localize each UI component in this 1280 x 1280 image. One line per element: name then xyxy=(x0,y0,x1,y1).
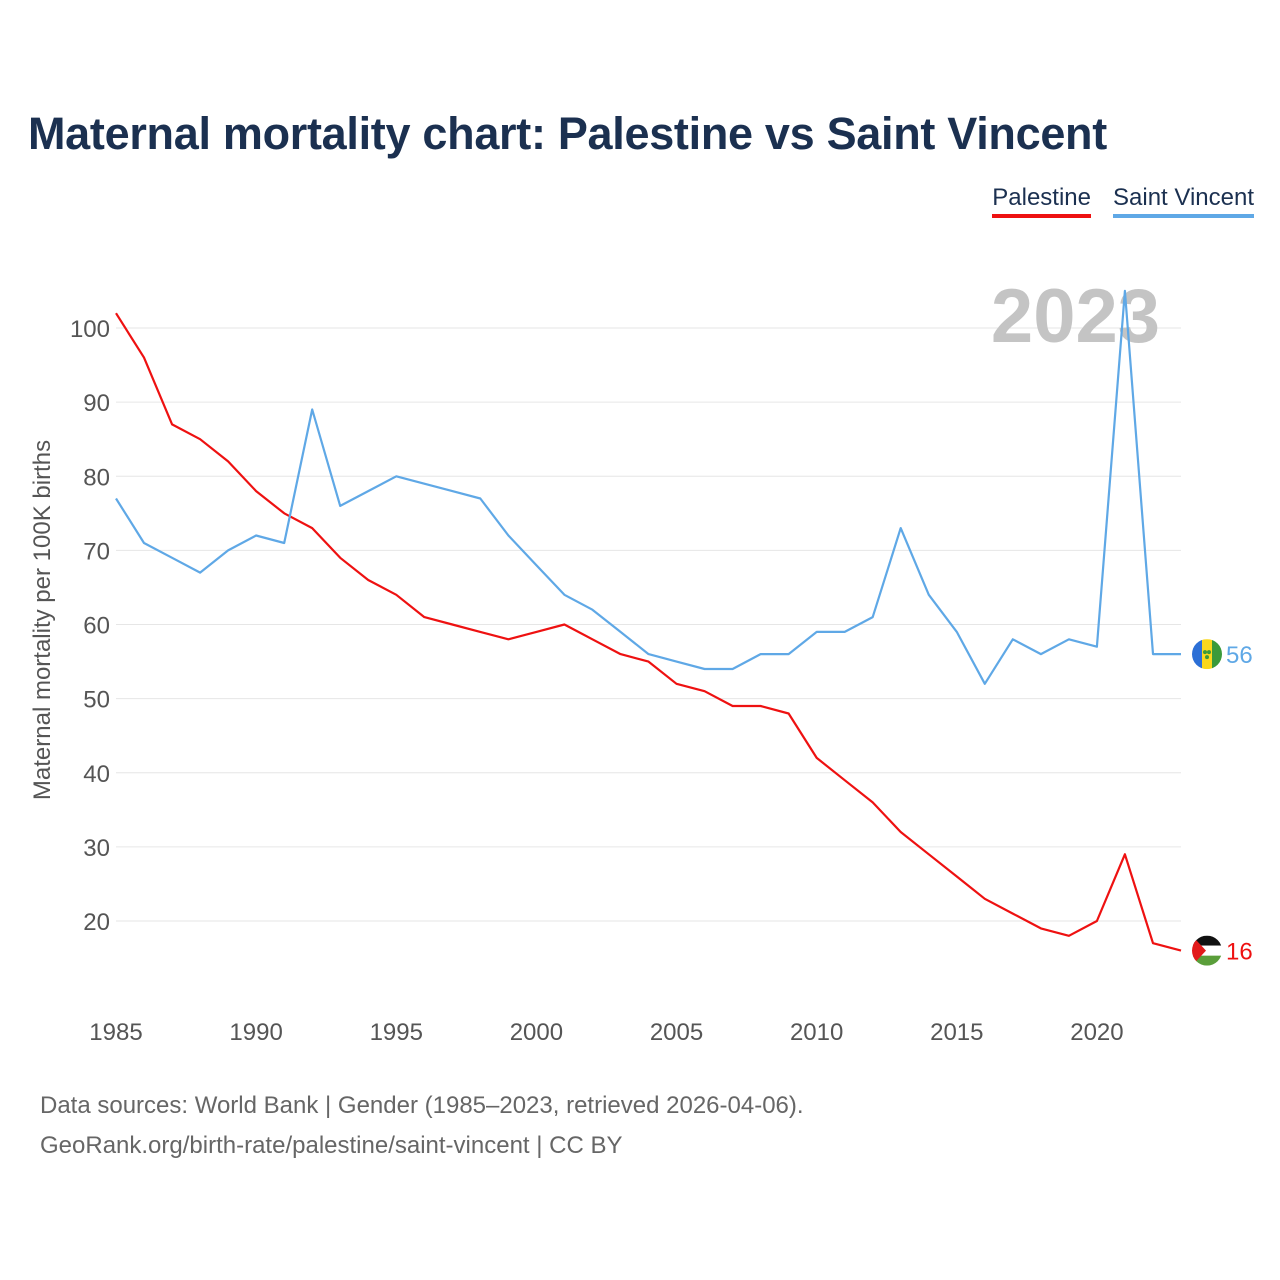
y-tick-label-90: 90 xyxy=(83,390,110,417)
y-tick-label-60: 60 xyxy=(83,613,110,640)
flag-icon-palestine xyxy=(1192,935,1222,966)
legend-item-saint-vincent[interactable]: Saint Vincent xyxy=(1113,184,1254,218)
x-tick-label-2010: 2010 xyxy=(790,1019,843,1046)
y-tick-label-80: 80 xyxy=(83,464,110,491)
y-tick-label-40: 40 xyxy=(83,761,110,788)
legend-item-palestine[interactable]: Palestine xyxy=(992,184,1091,218)
end-label-saint-vincent: 56 xyxy=(1226,642,1253,669)
y-tick-label-50: 50 xyxy=(83,687,110,714)
series-line-saint-vincent[interactable] xyxy=(115,289,1181,685)
flag-icon-saint-vincent xyxy=(1192,639,1222,670)
x-tick-label-2020: 2020 xyxy=(1070,1019,1123,1046)
footer: Data sources: World Bank | Gender (1985–… xyxy=(40,1086,804,1166)
series-line-palestine[interactable] xyxy=(115,312,1182,952)
y-tick-label-30: 30 xyxy=(83,835,110,862)
x-tick-label-1995: 1995 xyxy=(370,1019,423,1046)
data-sources-note: Data sources: World Bank | Gender (1985–… xyxy=(40,1092,804,1119)
line-chart: 20 30 40 50 60 70 80 90 100 1985 1990 1995 2000 2005 2… xyxy=(29,274,1253,1046)
end-label-palestine: 16 xyxy=(1226,939,1253,966)
x-tick-label-1990: 1990 xyxy=(229,1019,282,1046)
y-tick-label-20: 20 xyxy=(83,909,110,936)
x-tick-label-2000: 2000 xyxy=(510,1019,563,1046)
year-watermark: 2023 xyxy=(991,274,1160,359)
legend: Palestine Saint Vincent xyxy=(992,184,1254,218)
chart-title: Maternal mortality chart: Palestine vs S… xyxy=(28,108,1107,159)
y-tick-label-100: 100 xyxy=(70,316,110,343)
y-axis-label: Maternal mortality per 100K births xyxy=(29,440,56,800)
x-tick-label-1985: 1985 xyxy=(89,1019,142,1046)
x-tick-label-2005: 2005 xyxy=(650,1019,703,1046)
y-tick-label-70: 70 xyxy=(83,538,110,565)
x-tick-label-2015: 2015 xyxy=(930,1019,983,1046)
source-link[interactable]: GeoRank.org/birth-rate/palestine/saint-v… xyxy=(40,1132,623,1159)
